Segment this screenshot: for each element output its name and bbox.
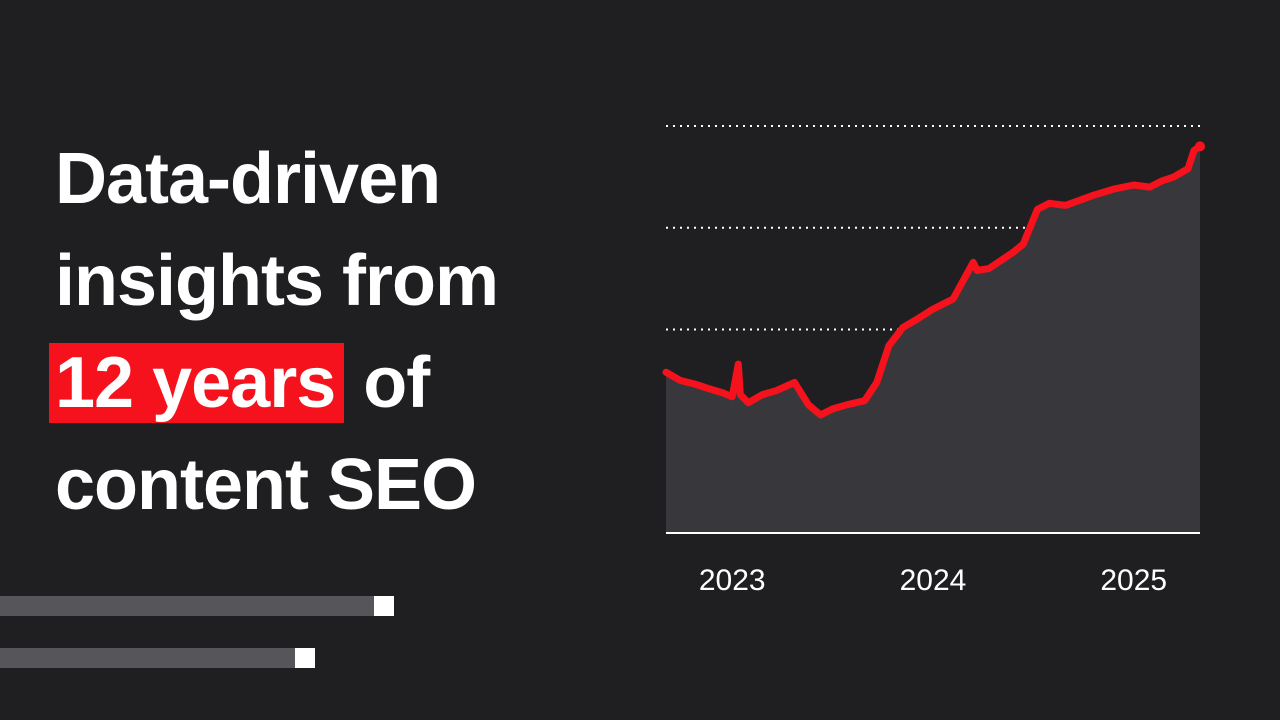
chart-area-fill bbox=[666, 146, 1200, 533]
x-tick-label: 2024 bbox=[900, 564, 967, 597]
headline: Data-driven insights from 12 years of co… bbox=[49, 128, 499, 536]
series-end-point bbox=[1195, 141, 1205, 152]
headline-line-4: content SEO bbox=[55, 445, 477, 525]
x-tick-label: 2025 bbox=[1100, 564, 1167, 597]
x-tick-label: 2023 bbox=[699, 564, 766, 597]
progress-bar-top-cap bbox=[374, 596, 395, 616]
headline-highlight: 12 years bbox=[49, 343, 345, 423]
headline-line-3-rest: of bbox=[344, 343, 430, 423]
progress-bar-bottom bbox=[0, 648, 296, 668]
series-line bbox=[662, 142, 1204, 419]
x-tick-labels: 2023 2024 2025 bbox=[699, 564, 1167, 597]
progress-bar-top bbox=[0, 596, 375, 616]
headline-line-3: 12 years of bbox=[49, 332, 498, 434]
headline-line-2: insights from bbox=[55, 241, 499, 321]
headline-line-1: Data-driven bbox=[55, 139, 441, 219]
progress-bar-bottom-cap bbox=[295, 648, 316, 668]
